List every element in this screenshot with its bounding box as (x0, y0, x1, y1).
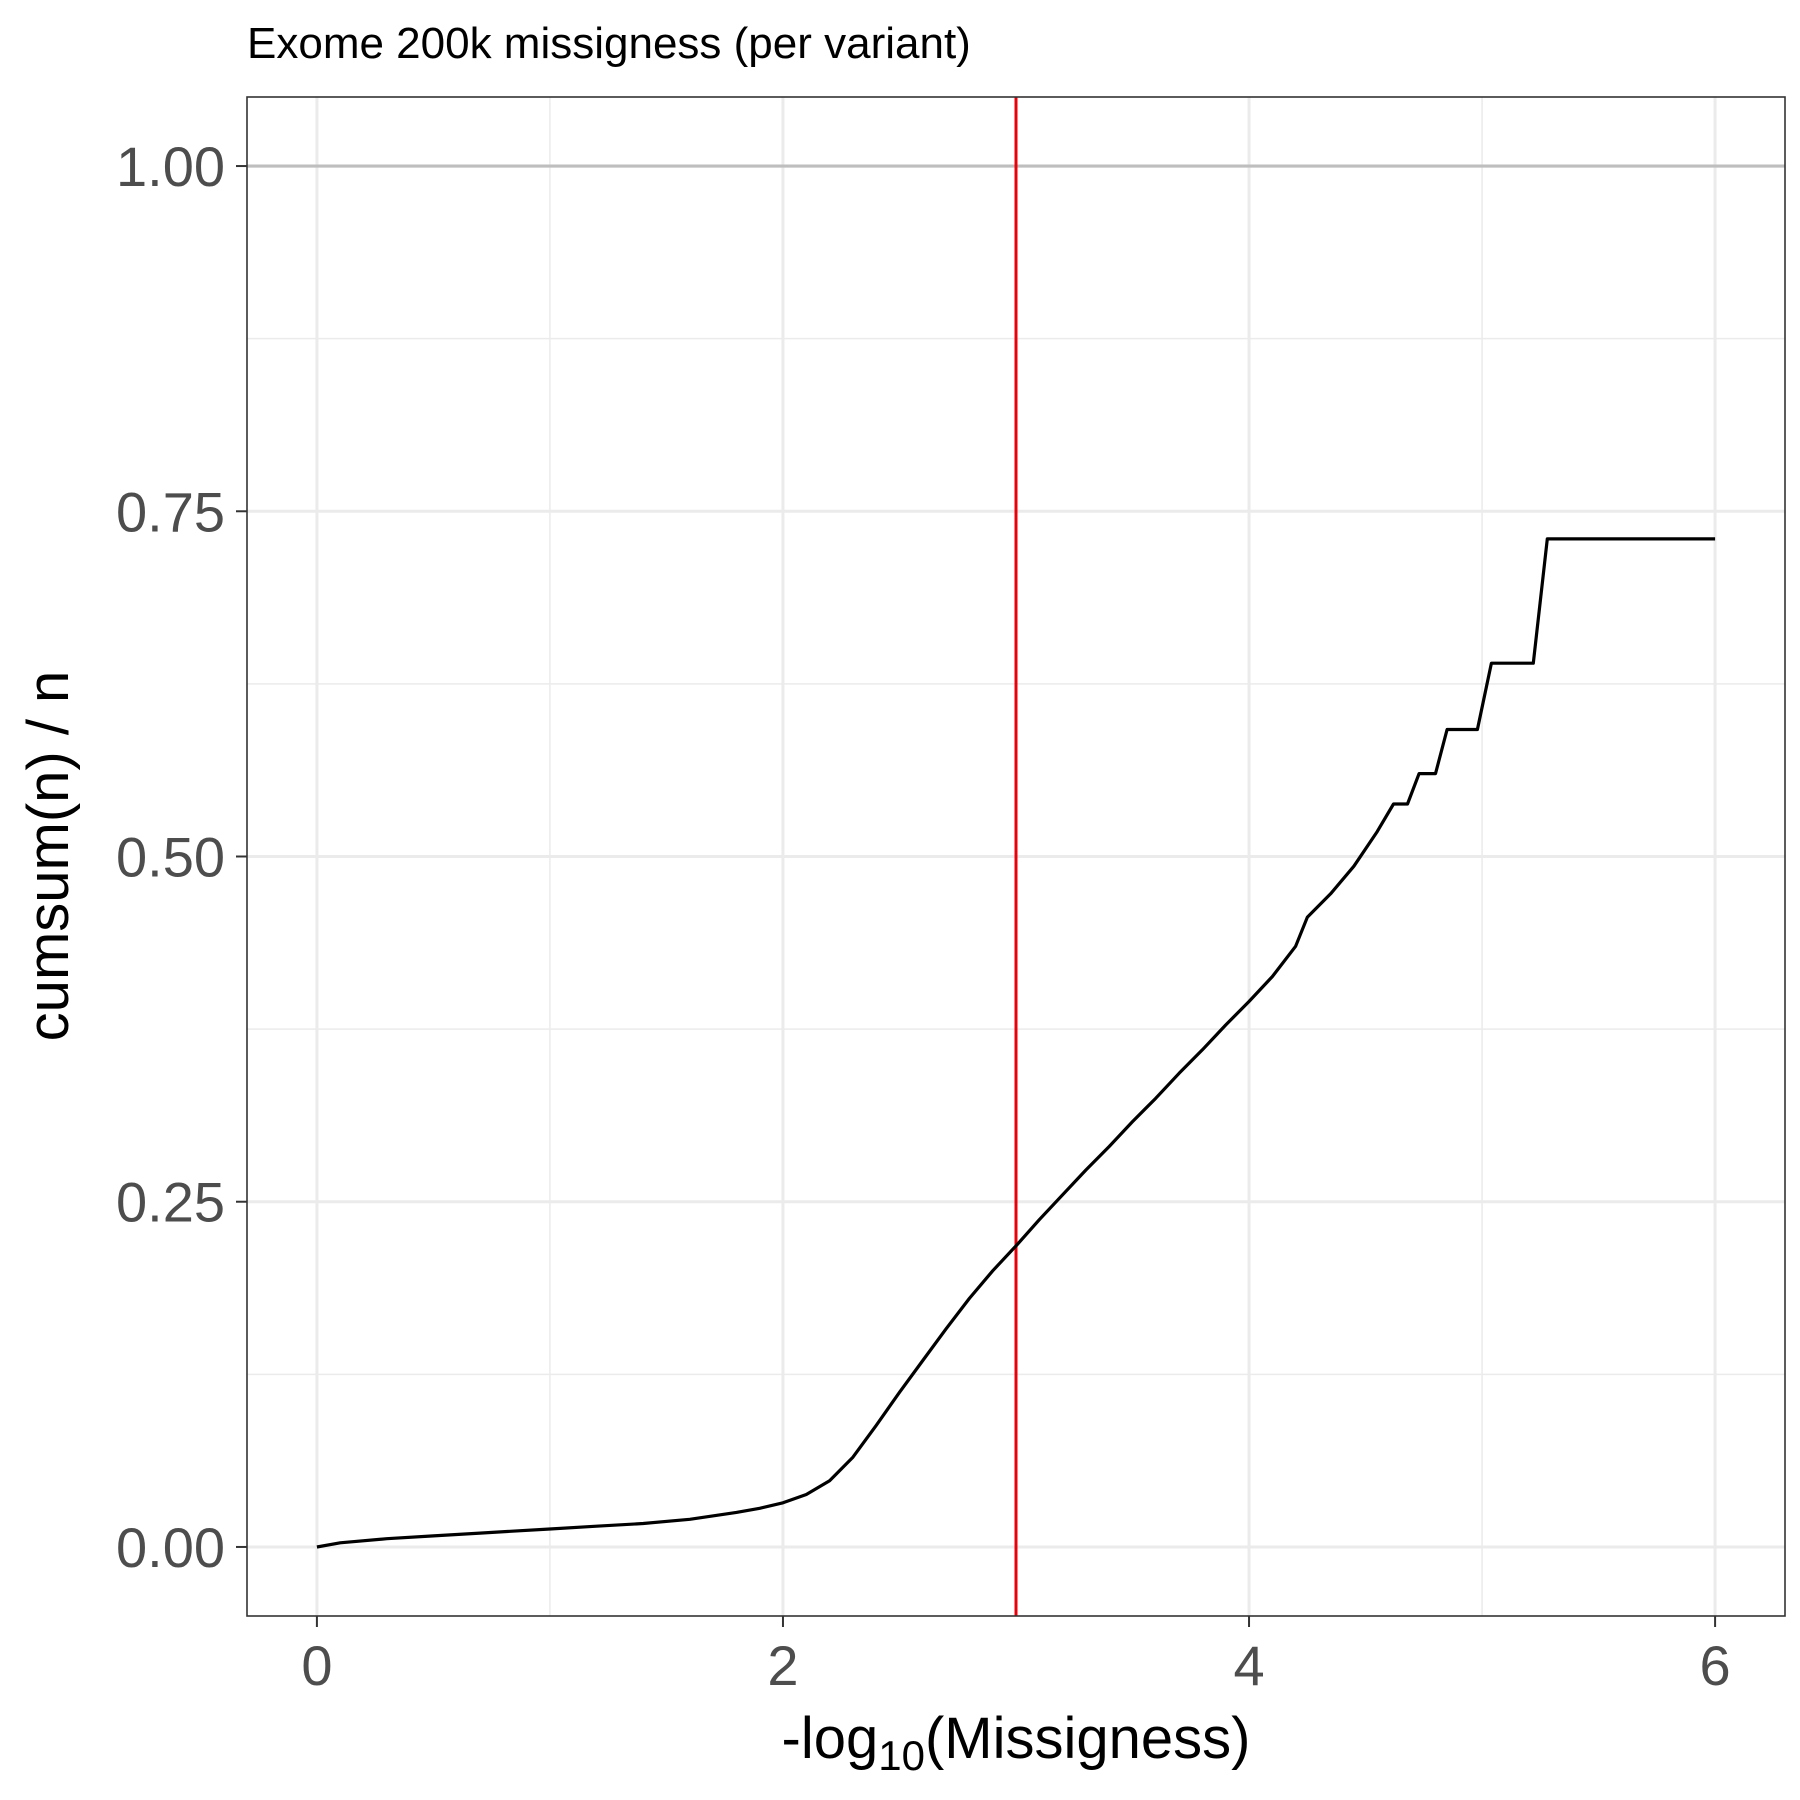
x-tick-label: 4 (1233, 1634, 1264, 1697)
x-tick-label: 0 (301, 1634, 332, 1697)
y-axis-title: cumsum(n) / n (16, 671, 81, 1042)
reference-lines (247, 97, 1785, 1616)
y-tick-label: 0.75 (116, 480, 225, 543)
y-axis: 0.00 0.25 0.50 0.75 1.00 (116, 135, 247, 1579)
y-tick-label: 1.00 (116, 135, 225, 198)
y-tick-label: 0.50 (116, 826, 225, 889)
x-axis-title-subscript: 10 (878, 1732, 925, 1779)
x-axis: 0 2 4 6 (301, 1616, 1731, 1697)
x-tick-label: 2 (767, 1634, 798, 1697)
series-layer (316, 537, 1716, 1549)
series-line (316, 537, 1716, 1549)
x-axis-title: -log10(Missigness) (782, 1706, 1251, 1779)
chart-title: Exome 200k missigness (per variant) (247, 19, 971, 68)
x-tick-label: 6 (1700, 1634, 1731, 1697)
y-tick-label: 0.25 (116, 1171, 225, 1234)
y-tick-label: 0.00 (116, 1516, 225, 1579)
x-axis-title-prefix: -log (782, 1706, 879, 1771)
x-axis-title-suffix: (Missigness) (925, 1706, 1251, 1771)
